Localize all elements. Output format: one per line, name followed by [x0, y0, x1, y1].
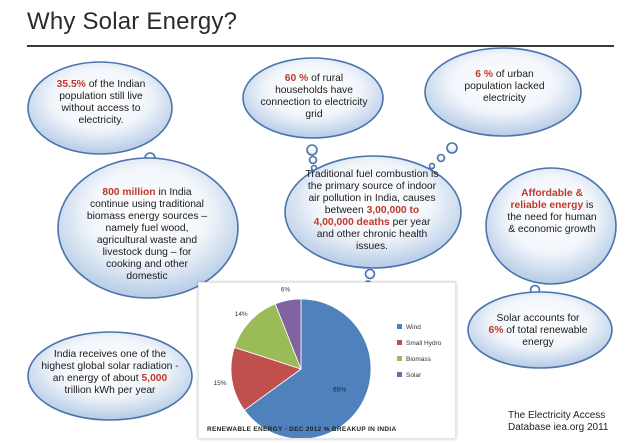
cloud-6-text: Affordable & reliable energy is the need… — [507, 188, 597, 235]
legend-swatch-small-hydro — [397, 340, 402, 345]
source-line-1: The Electricity Access — [508, 410, 606, 421]
legend-label-small-hydro: Small Hydro — [406, 340, 442, 347]
chart-title: RENEWABLE ENERGY - DEC 2012 % BREAKUP IN… — [207, 426, 397, 433]
legend-swatch-wind — [397, 324, 402, 329]
pie-chart: 65% 15% 14% 6% Wind Small Hydro Biomass Solar — [214, 286, 442, 440]
cloud-3-text: 6 % of urban population lacked electrici… — [464, 69, 545, 104]
cloud-2-text: 60 % of rural households have connection… — [260, 73, 368, 120]
pie-slice-wind — [243, 298, 372, 440]
pie-label-biomass: 14% — [235, 311, 248, 318]
cloud-2 — [242, 57, 384, 172]
cloud-7 — [467, 291, 613, 369]
legend-label-wind: Wind — [406, 324, 421, 331]
legend-swatch-solar — [397, 372, 402, 377]
pie-label-solar: 6% — [281, 286, 291, 293]
legend-swatch-biomass — [397, 356, 402, 361]
cloud-8 — [27, 331, 193, 421]
pie-slice-small-hydro — [230, 346, 302, 411]
title-divider — [27, 45, 614, 47]
pie-slice-biomass — [233, 303, 302, 370]
cloud-4-text: 800 million in India continue using trad… — [86, 187, 208, 282]
source-line-2: Database iea.org 2011 — [508, 422, 609, 433]
pie-label-small-hydro: 15% — [214, 380, 227, 387]
page-title: Why Solar Energy? — [27, 8, 238, 35]
cloud-3 — [424, 47, 582, 170]
cloud-5-text: Traditional fuel combustion is the prima… — [305, 169, 439, 252]
cloud-8-text: India receives one of the highest global… — [41, 349, 179, 396]
source-note: The Electricity Access Database iea.org … — [508, 410, 608, 434]
legend-label-solar: Solar — [406, 372, 422, 379]
pie-chart-panel: 65% 15% 14% 6% Wind Small Hydro Biomass Solar — [198, 282, 456, 440]
cloud-1-text: 35.5% of the Indian population still liv… — [56, 79, 146, 126]
legend-label-biomass: Biomass — [406, 356, 432, 363]
pie-label-wind: 65% — [333, 387, 346, 394]
cloud-7-text: Solar accounts for 6% of total renewable… — [488, 313, 588, 348]
pie-slice-solar — [274, 298, 302, 370]
